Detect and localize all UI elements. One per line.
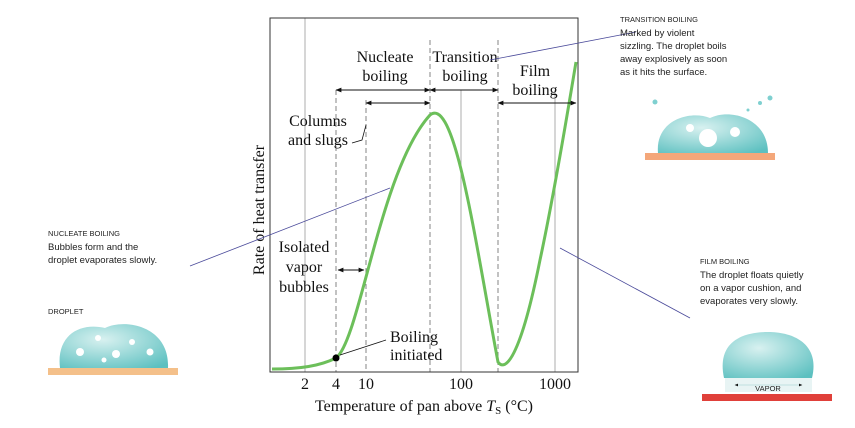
annotation: Isolated <box>279 239 330 256</box>
region-arrows <box>335 87 577 273</box>
leader <box>339 339 387 356</box>
region-label: Film <box>520 63 551 80</box>
droplet-label: DROPLET <box>48 307 84 316</box>
annotation: initiated <box>390 347 442 364</box>
callout-text: sizzling. The droplet boils <box>620 41 727 52</box>
callout-text: Bubbles form and the <box>48 242 138 253</box>
callout-text: evaporates very slowly. <box>700 296 798 307</box>
annotation: and slugs <box>288 132 348 149</box>
callout-text: The droplet floats quietly <box>700 270 804 281</box>
callout-text: droplet evaporates slowly. <box>48 255 157 266</box>
annotation: Boiling <box>390 329 438 346</box>
x-tick-label: 2 <box>301 376 309 393</box>
x-tick-label: 4 <box>332 376 340 393</box>
callout-heading: NUCLEATE BOILING <box>48 229 120 238</box>
annotation: bubbles <box>279 279 329 296</box>
callout-leader <box>559 247 691 319</box>
region-label: boiling <box>442 68 487 85</box>
transition-droplet <box>645 95 775 160</box>
x-axis-label: Temperature of pan above TS (°C) <box>315 398 533 417</box>
boiling-point <box>332 354 340 362</box>
leader <box>351 124 367 144</box>
annotation: Columns <box>289 113 347 130</box>
callout-text: away explosively as soon <box>620 54 727 65</box>
callout-heading: TRANSITION BOILING <box>620 15 698 24</box>
callout-leader <box>189 187 391 267</box>
x-tick-label: 1000 <box>539 376 571 393</box>
callout-text: on a vapor cushion, and <box>700 283 801 294</box>
region-label: Transition <box>432 49 497 66</box>
vapor-label: VAPOR <box>755 384 781 393</box>
callout-text: Marked by violent <box>620 28 695 39</box>
film-droplet <box>702 332 832 401</box>
callout-leader <box>489 31 637 61</box>
annotation: vapor <box>286 259 323 276</box>
region-label: boiling <box>362 68 407 85</box>
region-label: Nucleate <box>357 49 414 66</box>
boiling-curve <box>271 61 578 371</box>
nucleate-droplet <box>48 324 178 375</box>
callout-text: as it hits the surface. <box>620 67 707 78</box>
x-tick-label: 100 <box>449 376 473 393</box>
region-label: boiling <box>512 82 557 99</box>
x-tick-label: 10 <box>358 376 374 393</box>
callout-heading: FILM BOILING <box>700 257 750 266</box>
plot-frame <box>269 17 579 373</box>
y-axis-label: Rate of heat transfer <box>251 144 268 275</box>
